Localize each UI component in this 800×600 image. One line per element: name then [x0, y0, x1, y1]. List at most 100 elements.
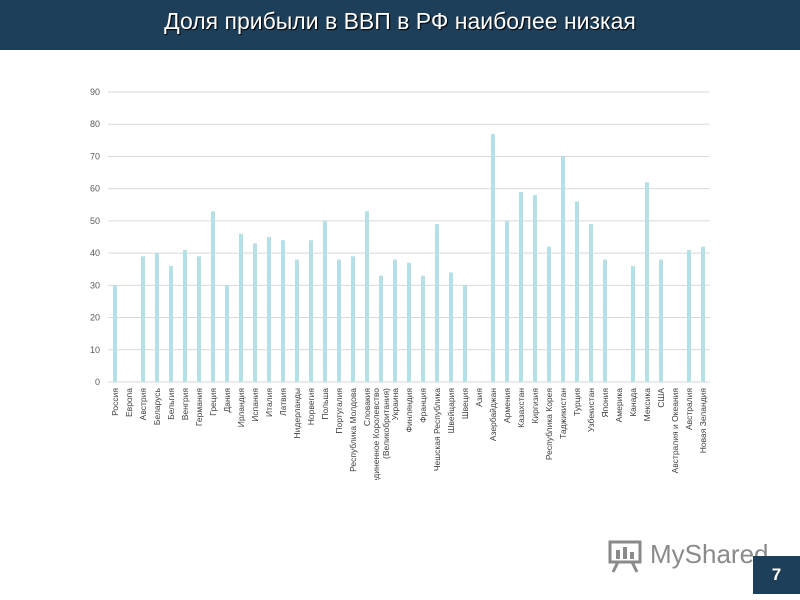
y-tick-label: 30: [90, 280, 100, 290]
x-tick-label: Венгрия: [180, 388, 190, 421]
header-bar: Доля прибыли в ВВП в РФ наиболее низкая: [0, 0, 800, 50]
bar: [463, 285, 467, 382]
x-tick-label: Казахстан: [516, 388, 526, 428]
x-tick-label: Республика Корея: [544, 388, 554, 461]
bar-chart: 0 10 20 30 40 50 60 70 80 90 Россия Европа Австрия Бе…: [90, 87, 710, 480]
bar: [323, 220, 327, 382]
bar: [365, 211, 369, 382]
x-tick-label: Ирландия: [236, 388, 246, 428]
x-tick-label: Австралия: [684, 388, 694, 430]
slide-title: Доля прибыли в ВВП в РФ наиболее низкая: [164, 8, 636, 34]
bar: [491, 133, 495, 382]
x-tick-label: Япония: [600, 388, 610, 418]
x-tick-label: Швеция: [460, 388, 470, 420]
x-tick-label: Европа: [124, 388, 134, 417]
bar: [547, 246, 551, 382]
x-tick-label: Соединенное Королевство: [371, 388, 381, 480]
x-tick-label: США: [656, 388, 666, 408]
bar: [449, 272, 453, 382]
presentation-board-icon: [608, 540, 642, 573]
bar: [113, 285, 117, 382]
bar: [141, 256, 145, 382]
x-tick-label: Франция: [418, 388, 428, 423]
bar: [281, 240, 285, 382]
x-tick-label: Италия: [264, 388, 274, 417]
x-tick-label: Новая Зеландия: [698, 388, 708, 454]
y-tick-label: 70: [90, 151, 100, 161]
logo-text: MyShared: [650, 539, 769, 569]
bar: [211, 211, 215, 382]
x-tick-label: Мексика: [642, 388, 652, 422]
bar: [379, 275, 383, 382]
y-tick-label: 20: [90, 313, 100, 323]
x-tick-label: Польша: [320, 388, 330, 420]
x-tick-label: Дания: [222, 388, 232, 413]
bar: [589, 224, 593, 382]
bar: [393, 259, 397, 382]
bar: [337, 259, 341, 382]
bar: [631, 266, 635, 382]
bar: [505, 220, 509, 382]
bar: [435, 224, 439, 382]
myshared-logo: MyShared: [606, 534, 776, 574]
bar: [645, 182, 649, 382]
y-tick-label: 90: [90, 87, 100, 97]
bar: [421, 275, 425, 382]
x-tick-label: Испания: [250, 388, 260, 422]
x-tick-label: Финляндия: [404, 388, 414, 433]
x-tick-label: Нидерланды: [292, 388, 302, 438]
bar: [239, 233, 243, 382]
x-tick-label: Армения: [502, 388, 512, 423]
bar: [225, 285, 229, 382]
y-tick-label: 50: [90, 216, 100, 226]
x-tick-label: Норвегия: [306, 388, 316, 426]
x-tick-label: Португалия: [334, 388, 344, 434]
bar: [155, 253, 159, 382]
bar: [295, 259, 299, 382]
x-tick-label: Греция: [208, 388, 218, 416]
x-tick-label: Германия: [194, 388, 204, 427]
y-tick-label: 60: [90, 184, 100, 194]
bar: [659, 259, 663, 382]
x-tick-label: Узбекистан: [586, 388, 596, 432]
bar: [687, 249, 691, 382]
x-tick-label: Азербайджан: [488, 388, 498, 441]
x-tick-label: Швейцария: [446, 388, 456, 434]
bar: [253, 243, 257, 382]
bar: [169, 266, 173, 382]
bar: [351, 256, 355, 382]
bar: [533, 195, 537, 382]
x-tick-label: Бельгия: [166, 388, 176, 420]
x-tick-label: Чешская Республика: [432, 388, 442, 471]
x-tick-label: Азия: [474, 388, 484, 407]
x-tick-label: Украина: [390, 388, 400, 421]
bar: [309, 240, 313, 382]
x-tick-label: Россия: [110, 388, 120, 416]
y-tick-label: 0: [95, 377, 100, 387]
bar: [519, 191, 523, 382]
x-tick-label: Австралия и Океания: [670, 388, 680, 474]
x-tick-label: Австрия: [138, 388, 148, 421]
x-tick-label: Киргизия: [530, 388, 540, 424]
y-tick-label: 80: [90, 119, 100, 129]
bar: [701, 246, 705, 382]
y-tick-label: 40: [90, 248, 100, 258]
bar: [603, 259, 607, 382]
bar: [267, 237, 271, 382]
bar: [407, 262, 411, 382]
x-tick-label: (Великобритания): [381, 388, 391, 459]
x-tick-label: Латвия: [278, 388, 288, 416]
x-tick-label: Турция: [572, 388, 582, 416]
x-tick-label: Америка: [614, 388, 624, 423]
page-number: 7: [753, 556, 800, 594]
bar: [183, 249, 187, 382]
x-tick-label: Таджикистан: [558, 388, 568, 439]
x-tick-label: Беларусь: [152, 387, 162, 425]
bar: [197, 256, 201, 382]
x-tick-label: Республика Молдова: [348, 388, 358, 472]
x-tick-label: Канада: [628, 388, 638, 417]
bar: [561, 156, 565, 382]
bar: [575, 201, 579, 382]
x-tick-label: Словакия: [362, 388, 372, 427]
y-tick-label: 10: [90, 345, 100, 355]
